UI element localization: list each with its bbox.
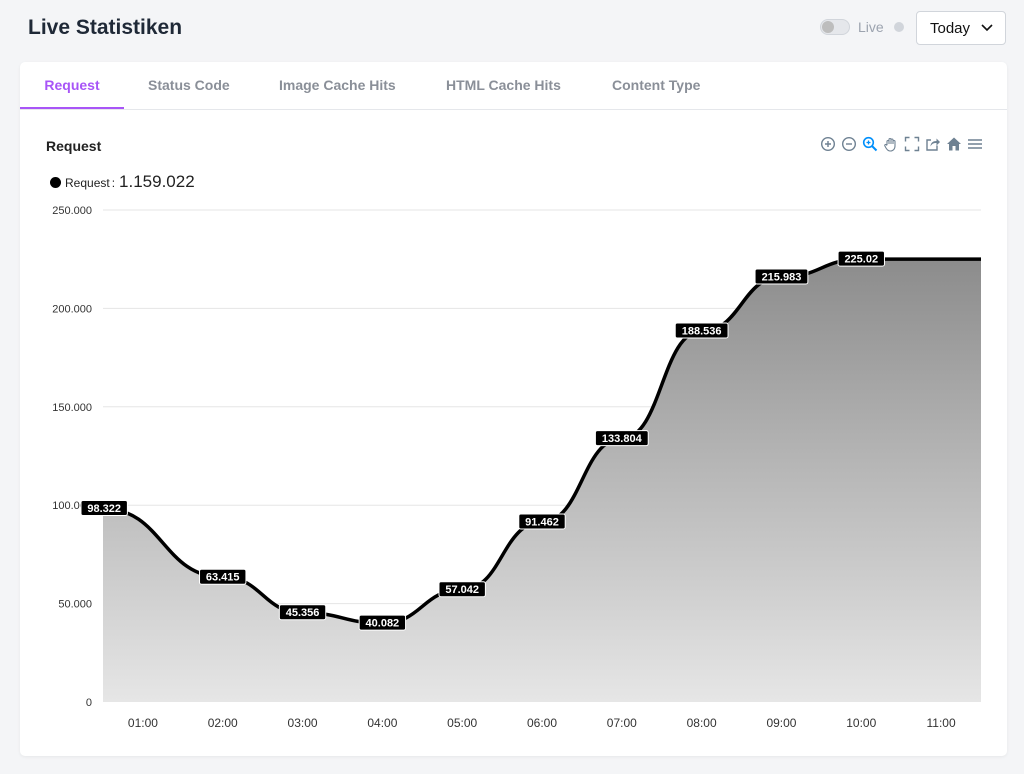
x-tick-label: 06:00: [527, 716, 557, 730]
legend-marker: [50, 177, 61, 188]
data-label-box: [438, 581, 486, 598]
chart-legend: Request : 1.159.022: [50, 172, 195, 192]
chart-toolbar: [820, 136, 983, 152]
y-tick-label: 50.000: [58, 599, 92, 611]
date-range-select[interactable]: Today: [916, 11, 1006, 45]
y-tick-label: 150.000: [52, 402, 92, 414]
x-tick-label: 07:00: [607, 716, 637, 730]
data-label-box: [674, 322, 729, 339]
data-label: 91.462: [518, 513, 566, 530]
data-label-text: 63.415: [206, 572, 240, 584]
data-label: 225.02: [837, 250, 885, 267]
data-label-box: [80, 500, 128, 517]
data-label: 57.042: [438, 581, 486, 598]
data-label-text: 98.322: [87, 503, 121, 515]
y-tick-label: 0: [86, 697, 92, 709]
data-label-text: 57.042: [445, 584, 479, 596]
data-label-text: 133.804: [602, 433, 643, 445]
data-label: 40.082: [358, 614, 407, 631]
data-label: 188.536: [674, 322, 729, 339]
menu-icon[interactable]: [967, 136, 983, 152]
tab-html-cache-hits[interactable]: HTML Cache Hits: [446, 77, 561, 93]
chevron-down-icon: [981, 24, 993, 32]
data-label-text: 45.356: [286, 607, 320, 619]
data-label-box: [358, 614, 407, 631]
live-toggle-group: Live: [820, 19, 904, 35]
data-label: 133.804: [594, 430, 649, 447]
request-area-chart: 050.000100.000150.000200.000250.00001:00…: [52, 205, 981, 730]
data-label: 45.356: [278, 604, 327, 621]
zoom-in-icon[interactable]: [820, 136, 836, 152]
data-label-text: 215.983: [762, 271, 802, 283]
live-toggle[interactable]: [820, 19, 850, 35]
tab-request[interactable]: Request: [20, 62, 124, 109]
data-label: 98.322: [80, 500, 128, 517]
legend-separator: :: [111, 176, 116, 190]
export-icon[interactable]: [925, 136, 941, 152]
live-toggle-knob: [822, 21, 834, 33]
data-label-box: [754, 268, 809, 285]
tab-content-type[interactable]: Content Type: [612, 77, 701, 93]
data-label-text: 40.082: [366, 618, 400, 630]
data-label-text: 188.536: [682, 325, 722, 337]
x-tick-label: 10:00: [846, 716, 876, 730]
x-tick-label: 04:00: [367, 716, 397, 730]
x-tick-label: 02:00: [208, 716, 238, 730]
data-label-box: [837, 250, 885, 267]
tab-image-cache-hits[interactable]: Image Cache Hits: [279, 77, 396, 93]
x-tick-label: 11:00: [927, 716, 956, 730]
y-tick-label: 200.000: [52, 303, 92, 315]
date-range-value: Today: [930, 19, 971, 37]
tab-bar: Request Status Code Image Cache Hits HTM…: [20, 62, 1007, 110]
y-tick-label: 250.000: [52, 205, 92, 217]
data-label: 63.415: [199, 568, 247, 585]
chart-title: Request: [46, 138, 102, 154]
data-label: 215.983: [754, 268, 809, 285]
legend-total-value: 1.159.022: [119, 172, 195, 191]
live-label: Live: [858, 19, 884, 35]
tab-status-code[interactable]: Status Code: [148, 77, 230, 93]
data-label-text: 91.462: [525, 517, 559, 529]
data-label-box: [518, 513, 566, 530]
selection-zoom-icon[interactable]: [862, 136, 878, 152]
data-label-text: 225.02: [844, 254, 878, 266]
x-tick-label: 05:00: [447, 716, 477, 730]
x-tick-label: 03:00: [288, 716, 318, 730]
series-area: [103, 259, 981, 702]
x-tick-label: 08:00: [687, 716, 717, 730]
zoom-out-icon[interactable]: [841, 136, 857, 152]
data-label-box: [594, 430, 649, 447]
live-status-dot: [893, 22, 904, 32]
legend-series-name: Request: [65, 176, 110, 190]
home-icon[interactable]: [946, 136, 962, 152]
x-tick-label: 01:00: [128, 716, 158, 730]
pan-icon[interactable]: [883, 136, 899, 152]
x-tick-label: 09:00: [766, 716, 796, 730]
data-label-box: [199, 568, 247, 585]
page-title: Live Statistiken: [28, 16, 183, 39]
statistics-card: Request Status Code Image Cache Hits HTM…: [20, 62, 1007, 756]
data-label-box: [278, 604, 327, 621]
reset-zoom-icon[interactable]: [904, 136, 920, 152]
